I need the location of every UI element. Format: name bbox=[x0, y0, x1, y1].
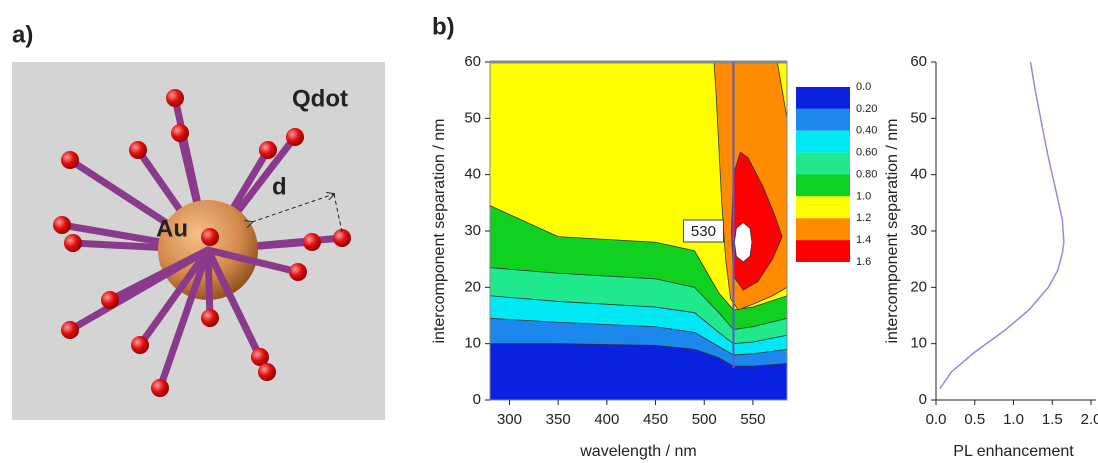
qdot-label: Qdot bbox=[292, 85, 348, 112]
ligand-end bbox=[201, 228, 219, 246]
ligand bbox=[156, 246, 212, 392]
marker-label-box bbox=[682, 219, 724, 243]
ligand-end bbox=[61, 321, 79, 339]
core-label: Au bbox=[156, 215, 188, 242]
ligand-end bbox=[258, 363, 276, 381]
colorbar-label: 0.20 bbox=[856, 103, 877, 115]
colorbar-label: 1.2 bbox=[856, 212, 871, 224]
colorbar-label: 1.4 bbox=[856, 234, 871, 246]
x-tick-label: 400 bbox=[594, 411, 619, 428]
ligand-end bbox=[151, 379, 169, 397]
y-tick-label: 0 bbox=[919, 391, 927, 408]
panel-label: b) bbox=[432, 13, 455, 40]
x-tick-label: 0.0 bbox=[926, 411, 947, 428]
ligand-end bbox=[201, 309, 219, 327]
marker-label: 530 bbox=[691, 223, 716, 240]
colorbar-label: 1.0 bbox=[856, 190, 871, 202]
x-tick-label: 0.5 bbox=[964, 411, 985, 428]
colorbar-band bbox=[796, 152, 850, 175]
y-axis-label: intercomponent separation / nm bbox=[431, 118, 448, 343]
ligand-end bbox=[101, 291, 119, 309]
colorbar-label: 1.6 bbox=[856, 256, 871, 268]
colorbar-band bbox=[796, 108, 850, 131]
distance-arrow bbox=[252, 194, 334, 222]
y-tick-label: 30 bbox=[464, 222, 481, 239]
ligand-end bbox=[171, 124, 189, 142]
colorbar-label: 0.80 bbox=[856, 168, 877, 180]
x-tick-label: 2.0 bbox=[1081, 411, 1098, 428]
x-tick-label: 300 bbox=[497, 411, 522, 428]
chart: 0.0 0.5 1.0 1.5 2.0 0 10 20 30 40 50 60 PL enhanceme… bbox=[884, 53, 1098, 460]
ligand bbox=[204, 246, 302, 276]
colorbar-band bbox=[796, 240, 850, 262]
y-tick-label: 30 bbox=[910, 222, 927, 239]
y-tick-label: 20 bbox=[910, 278, 927, 295]
y-tick-label: 40 bbox=[910, 166, 927, 183]
y-tick-label: 0 bbox=[473, 391, 481, 408]
ligand bbox=[66, 246, 212, 334]
colorbar-label: 0.60 bbox=[856, 147, 877, 159]
illustration bbox=[53, 89, 351, 397]
ligand-end bbox=[289, 263, 307, 281]
x-tick-label: 1.0 bbox=[1003, 411, 1024, 428]
y-tick-label: 40 bbox=[464, 166, 481, 183]
y-tick-label: 20 bbox=[464, 278, 481, 295]
series-line bbox=[939, 61, 1065, 390]
y-tick-label: 50 bbox=[464, 109, 481, 126]
colorbar-band bbox=[796, 218, 850, 241]
ligand-end bbox=[129, 141, 147, 159]
x-tick-label: 500 bbox=[692, 411, 717, 428]
colorbar-label: 0.0 bbox=[856, 81, 871, 93]
colorbar-band bbox=[796, 87, 850, 109]
ligand-end bbox=[286, 128, 304, 146]
y-tick-label: 10 bbox=[464, 335, 481, 352]
x-tick-label: 450 bbox=[643, 411, 668, 428]
y-tick-label: 60 bbox=[464, 53, 481, 70]
y-tick-label: 60 bbox=[910, 53, 927, 70]
ligand-end bbox=[53, 216, 71, 234]
y-axis-label: intercomponent separation / nm bbox=[884, 118, 901, 343]
ligand-end bbox=[61, 151, 79, 169]
x-axis-label: PL enhancement bbox=[953, 443, 1074, 460]
x-tick-label: 550 bbox=[740, 411, 765, 428]
ligand-end bbox=[333, 229, 351, 247]
y-tick-label: 10 bbox=[910, 335, 927, 352]
y-tick-label: 50 bbox=[910, 109, 927, 126]
ligand-end bbox=[64, 234, 82, 252]
ligand bbox=[204, 246, 214, 322]
x-tick-label: 350 bbox=[546, 411, 571, 428]
contour-region bbox=[734, 222, 753, 263]
ligand-end bbox=[166, 89, 184, 107]
colorbar-band bbox=[796, 196, 850, 219]
distance-label: d bbox=[272, 173, 287, 200]
x-axis-label: wavelength / nm bbox=[579, 443, 697, 460]
colorbar-band bbox=[796, 130, 850, 153]
ligand-end bbox=[251, 348, 269, 366]
x-tick-label: 1.5 bbox=[1042, 411, 1063, 428]
ligand-end bbox=[259, 141, 277, 159]
ligand-end bbox=[303, 233, 321, 251]
colorbar-label: 0.40 bbox=[856, 125, 877, 137]
ligand bbox=[136, 246, 212, 349]
panel-label: a) bbox=[12, 21, 33, 48]
ligand-end bbox=[131, 336, 149, 354]
colorbar-band bbox=[796, 174, 850, 197]
